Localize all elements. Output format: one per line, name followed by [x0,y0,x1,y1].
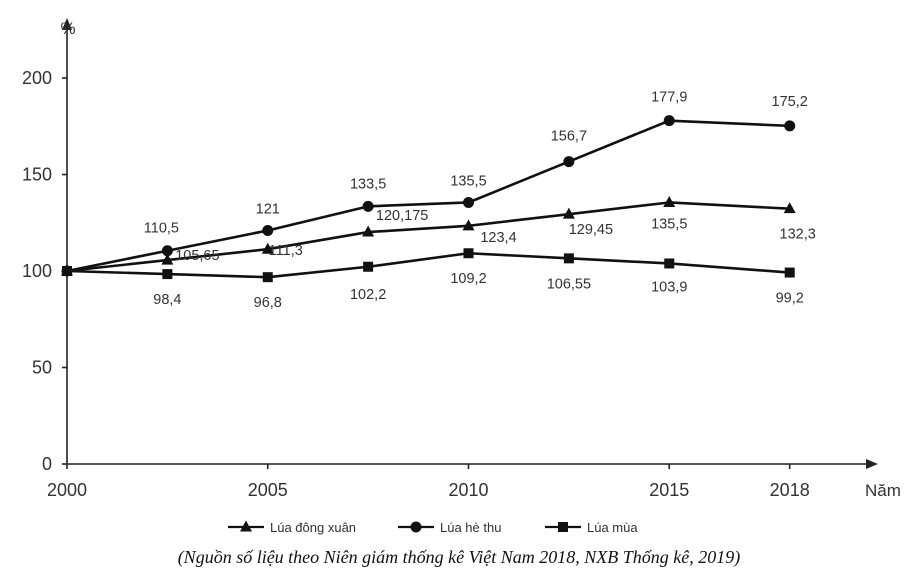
data-label-he-thu: 175,2 [772,94,808,110]
y-axis-arrow [62,18,72,30]
y-axis-title: % [60,19,75,38]
series-line-dong-xuan [66,201,790,273]
point-mua [784,267,795,278]
legend-marker-he-thu [410,521,422,533]
data-label-mua: 109,2 [450,271,486,287]
point-dong-xuan [462,219,475,231]
data-label-dong-xuan: 120,175 [376,208,428,224]
data-label-he-thu: 133,5 [350,176,386,192]
series-layer [61,115,796,283]
source-note: (Nguồn số liệu theo Niên giám thống kê V… [177,547,741,567]
series-mua [62,248,795,283]
data-label-dong-xuan: 105,65 [175,248,219,264]
legend-label: Lúa mùa [587,520,638,535]
data-label-dong-xuan: 123,4 [480,230,516,246]
data-label-he-thu: 177,9 [651,90,687,106]
x-tick-label: 2000 [47,480,87,500]
legend-item-dong-xuan: Lúa đông xuân [228,520,356,535]
legend-label: Lúa hè thu [440,520,501,535]
data-label-mua: 106,55 [547,276,591,292]
y-tick-label: 0 [42,454,52,474]
series-he-thu [61,115,796,277]
point-mua [262,272,273,283]
x-tick-label: 2015 [649,480,689,500]
data-labels: 105,65 111,3 120,175 123,4 129,45 135,5 132,3 1… [144,90,816,312]
data-label-mua: 99,2 [776,291,804,307]
point-mua [563,253,574,264]
data-label-mua: 98,4 [153,292,181,308]
x-axis-title: Năm [865,481,901,500]
point-mua [363,261,374,272]
data-label-dong-xuan: 129,45 [569,222,613,238]
point-mua [664,258,675,269]
data-label-mua: 102,2 [350,287,386,303]
x-axis-arrow [866,459,878,469]
point-dong-xuan [362,225,375,237]
legend-marker-mua [558,522,568,532]
legend-item-he-thu: Lúa hè thu [398,520,501,535]
series-dong-xuan [61,195,796,276]
point-he-thu [362,200,374,212]
data-label-mua: 96,8 [254,295,282,311]
x-tick-label: 2018 [770,480,810,500]
data-label-dong-xuan: 132,3 [780,227,816,243]
series-line-he-thu [66,119,790,273]
point-mua [463,248,474,259]
y-tick-label: 50 [32,358,52,378]
legend-item-mua: Lúa mùa [545,520,638,535]
legend: Lúa đông xuân Lúa hè thu Lúa mùa [228,520,638,535]
point-dong-xuan [663,195,676,207]
y-tick-label: 100 [22,261,52,281]
point-he-thu [262,224,274,236]
data-label-he-thu: 135,5 [450,173,486,189]
point-he-thu [463,196,474,208]
legend-label: Lúa đông xuân [270,520,356,535]
y-tick-label: 150 [22,165,52,185]
point-he-thu [161,245,173,257]
data-label-he-thu: 121 [256,201,280,217]
point-mua [162,269,173,280]
y-tick-label: 200 [22,68,52,88]
point-dong-xuan [261,242,274,254]
point-he-thu [563,156,575,168]
data-label-dong-xuan: 135,5 [651,216,687,232]
legend-marker-dong-xuan [240,520,252,532]
data-label-mua: 103,9 [651,279,687,295]
point-he-thu [663,115,675,127]
point-mua [62,266,72,276]
data-label-he-thu: 156,7 [551,129,587,145]
point-he-thu [784,120,796,132]
x-tick-label: 2005 [248,480,288,500]
point-dong-xuan [783,202,796,214]
point-dong-xuan [562,207,575,219]
point-dong-xuan [161,253,174,265]
data-label-he-thu: 110,5 [144,221,179,237]
axes: 0 50 100 150 200 2000 2005 2010 2015 2018% Năm [22,18,901,500]
series-line-mua [66,251,790,279]
x-tick-label: 2010 [448,480,488,500]
data-label-dong-xuan: 111,3 [269,243,303,259]
